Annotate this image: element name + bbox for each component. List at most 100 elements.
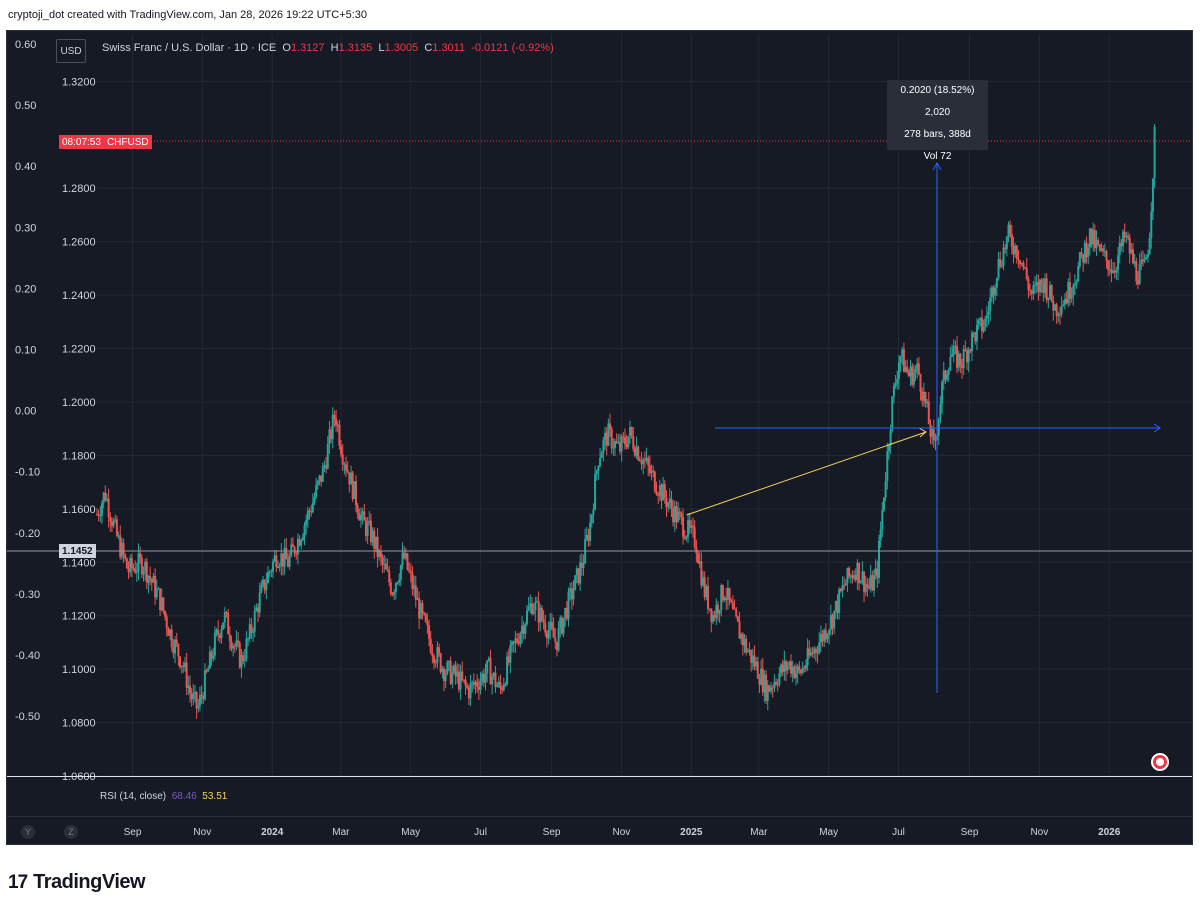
candle-body	[429, 638, 432, 653]
candle-body	[858, 562, 861, 584]
candle-body	[343, 464, 346, 466]
candle-body	[167, 628, 170, 636]
percent-tick-label: 0.40	[15, 161, 36, 173]
tradingview-brand[interactable]: 17 TradingView	[8, 871, 146, 894]
candle-body	[1127, 235, 1130, 238]
price-chart[interactable]: 1.3200 1.2800 1.2600 1.2400 1.2200 1.2000 1.18…	[7, 31, 1193, 845]
candle-body	[481, 673, 484, 681]
candle-body	[816, 651, 819, 654]
candle-body	[406, 553, 409, 570]
candle-body	[711, 615, 714, 622]
candle-body	[662, 484, 665, 501]
candle-body	[750, 649, 753, 663]
candle-body	[609, 423, 612, 429]
candle-body	[559, 617, 562, 628]
candle-body	[154, 575, 157, 598]
ticker-label: CHFUSD	[106, 136, 149, 148]
candle-body	[811, 652, 814, 654]
candle-body	[547, 630, 550, 639]
candle-body	[177, 644, 180, 657]
candle-body	[96, 514, 98, 516]
time-tick-label: Sep	[542, 827, 561, 838]
candle-body	[917, 363, 920, 375]
countdown-label: 08:07:53	[62, 136, 101, 148]
candle-body	[982, 326, 985, 332]
symbol-legend[interactable]: Swiss Franc / U.S. Dollar · 1D · ICE O1.…	[102, 42, 554, 54]
rsi-panel[interactable]: RSI (14, close) 68.46 53.51	[7, 776, 1192, 817]
candle-body	[1115, 269, 1118, 273]
candle-body	[645, 458, 648, 461]
candle-body	[665, 497, 668, 508]
candle-body	[366, 523, 369, 536]
price-tick-label: 1.1400	[62, 557, 96, 569]
candle-body	[537, 601, 540, 623]
candle-body	[831, 615, 834, 629]
time-axis[interactable]: Y Z Sep Nov 2024 Mar May Jul Sep Nov 2025 Mar May J…	[7, 816, 1192, 844]
candle-body	[464, 679, 467, 686]
candle-body	[424, 614, 427, 622]
candle-body	[723, 597, 726, 601]
candle-body	[552, 627, 555, 638]
candle-body	[861, 571, 864, 582]
candle-body	[879, 529, 882, 541]
candle-body	[132, 568, 135, 570]
candle-body	[105, 498, 108, 501]
candle-body	[456, 671, 459, 677]
candle-body	[486, 660, 489, 674]
candle-body	[965, 350, 968, 363]
log-scale-button[interactable]: Y	[21, 825, 35, 839]
candle-body	[873, 575, 876, 591]
candle-body	[640, 461, 643, 465]
candle-body	[1049, 285, 1052, 298]
candle-body	[353, 481, 356, 499]
candle-body	[115, 519, 118, 536]
candle-body	[1112, 270, 1115, 273]
candle-body	[1103, 251, 1106, 253]
candle-body	[738, 621, 741, 639]
rsi-legend[interactable]: RSI (14, close) 68.46 53.51	[100, 791, 227, 802]
candle-body	[1072, 285, 1075, 296]
candle-body	[814, 648, 817, 652]
candle-body	[650, 470, 653, 473]
candle-body	[706, 586, 709, 610]
candle-body	[331, 414, 334, 440]
candle-body	[160, 597, 163, 611]
candle-body	[761, 668, 764, 693]
zoom-button[interactable]: Z	[64, 825, 78, 839]
candle-body	[540, 607, 543, 620]
candle-body	[906, 366, 909, 372]
measure-bars: 278 bars, 388d	[904, 129, 971, 140]
candle-body	[683, 536, 686, 539]
candle-body	[984, 318, 987, 327]
candle-body	[217, 629, 220, 635]
crosshair-price-tag: 1.1452	[59, 544, 96, 558]
candle-body	[408, 569, 411, 572]
candle-body	[951, 354, 954, 357]
candle-body	[192, 693, 195, 700]
candle-body	[660, 485, 663, 501]
candle-body	[1039, 279, 1042, 292]
candle-body	[428, 625, 431, 639]
candle-body	[999, 259, 1002, 267]
candle-body	[242, 655, 245, 662]
currency-selector[interactable]: USD	[56, 39, 86, 63]
candle-body	[582, 563, 585, 568]
candle-body	[1105, 251, 1108, 261]
candle-body	[255, 607, 258, 611]
candle-body	[964, 349, 967, 351]
candle-body	[809, 652, 812, 656]
candle-body	[985, 315, 988, 319]
candle-body	[110, 521, 113, 527]
candle-body	[228, 634, 231, 642]
candle-body	[1075, 281, 1078, 285]
candle-body	[1151, 178, 1154, 212]
chart-panel[interactable]: 1.3200 1.2800 1.2600 1.2400 1.2200 1.2000 1.18…	[6, 30, 1193, 845]
candle-body	[301, 536, 304, 541]
candle-body	[137, 553, 140, 571]
candle-body	[770, 687, 773, 692]
candle-body	[252, 631, 255, 633]
us-flag-icon[interactable]	[1151, 753, 1169, 771]
candle-body	[376, 536, 379, 557]
candle-body	[361, 511, 364, 515]
candle-body	[721, 585, 724, 601]
